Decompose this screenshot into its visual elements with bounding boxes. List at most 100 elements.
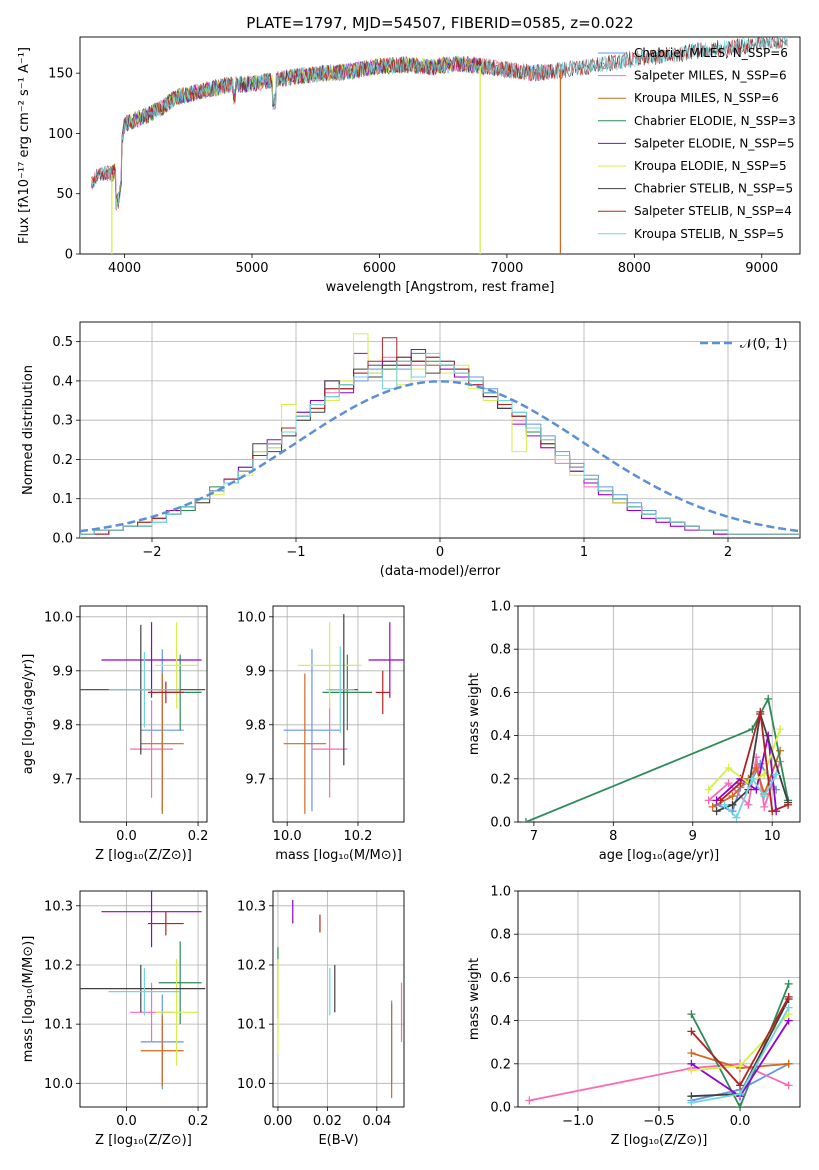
mass-weight-marker [764,694,773,703]
y-tick-label: 0.5 [52,335,73,350]
x-tick-label: 10 [764,829,781,844]
panel-mass-vs-extinction: 0.00 0.02 0.04 10.0 10.1 10.2 10.3 E(B-V) [237,890,405,1148]
y-tick-label: 10.0 [237,610,266,625]
errorbar-point [368,622,404,698]
errorbar-point [140,673,184,814]
errorbar-point [101,891,202,948]
legend-entry: Salpeter STELIB, N_SSP=4 [634,204,792,218]
mass-weight-marker [736,1081,745,1090]
x-tick-label: −0.5 [643,1114,675,1129]
y-axis-label: Normed distribution [21,365,36,495]
spectrum-line [91,55,559,210]
x-tick-label: 4000 [108,261,141,276]
y-tick-label: 0.0 [490,1101,511,1116]
legend-entry: Kroupa ELODIE, N_SSP=5 [634,159,787,173]
legend-entry: Salpeter ELODIE, N_SSP=5 [634,136,795,150]
errorbar-point [140,1015,184,1087]
y-axis-label: mass weight [467,673,482,755]
mass-weight-marker [712,807,721,816]
plot-area [283,614,404,814]
mass-weight-marker [708,802,717,811]
plot-area [91,37,788,254]
mass-weight-marker [768,807,777,816]
y-tick-label: 0 [65,248,73,263]
plot-area [80,622,206,814]
errorbar-point [283,673,327,814]
plot-area [525,979,793,1107]
y-tick-label: 9.9 [245,664,266,679]
errorbar-point [158,941,202,1025]
x-tick-label: 8 [609,829,617,844]
y-tick-label: 10.3 [44,899,73,914]
x-tick-label: −1 [286,545,305,560]
y-tick-label: 0.8 [490,928,511,943]
y-tick-label: 10.0 [44,610,73,625]
x-axis-label: (data-model)/error [380,564,501,579]
x-tick-label: 7 [530,829,538,844]
mass-weight-marker [724,764,733,772]
mass-weight-line [712,750,781,808]
x-tick-label: 10.2 [343,829,372,844]
y-tick-label: 9.8 [245,718,266,733]
spectrum-line [91,37,788,209]
mass-weight-marker [748,774,757,783]
mass-weight-marker [724,779,733,788]
x-tick-label: 9000 [745,261,778,276]
x-axis-label: Z [log₁₀(Z/Z⊙)] [95,848,192,863]
mass-weight-marker [752,764,761,772]
mass-weight-marker [687,1098,696,1107]
axes-frame [517,890,801,1108]
y-tick-label: 0.3 [52,414,73,429]
y-tick-label: 50 [56,187,73,202]
y-axis-label: mass [log₁₀(M/M⊙)] [21,936,36,1063]
legend-entry: Kroupa STELIB, N_SSP=5 [634,227,784,241]
y-tick-label: 0.8 [490,643,511,658]
errorbar-point [375,670,390,714]
panel-age-vs-mass: 10.0 10.2 9.7 9.8 9.9 10.0 mass [log₁₀(M/M⊙)] [237,605,405,863]
legend-entry: Kroupa MILES, N_SSP=6 [634,91,779,105]
x-axis-label: mass [log₁₀(M/M⊙)] [275,848,402,863]
mass-weight-marker [760,802,769,811]
y-tick-label: 100 [48,127,73,142]
x-axis-label: Z [log₁₀(Z/Z⊙)] [95,1133,192,1148]
axes-frame [517,605,801,823]
mass-weight-marker [521,818,530,822]
legend-entry: Chabrier STELIB, N_SSP=5 [634,182,793,196]
spectrum-line [91,57,559,210]
x-axis-label: Z [log₁₀(Z/Z⊙)] [611,1133,708,1148]
mass-weight-marker [728,800,737,809]
mass-weight-marker [704,796,713,805]
mass-weight-marker [784,992,793,1001]
mass-weight-marker [720,800,729,809]
errorbar-point [297,622,362,709]
x-tick-label: 2 [724,545,732,560]
mass-weight-marker [756,707,765,716]
x-tick-label: 5000 [235,261,268,276]
y-tick-label: 9.8 [52,718,73,733]
y-tick-label: 10.0 [237,1077,266,1092]
panel-spectrum: 4000 5000 6000 7000 8000 9000 0 50 100 150 wavelen… [17,36,801,295]
mass-weight-marker [784,800,793,809]
mass-weight-marker [784,1003,793,1012]
axes-frame [79,890,208,1108]
x-tick-label: 0.2 [188,829,209,844]
x-axis-label: wavelength [Angstrom, rest frame] [326,280,555,295]
mass-weight-marker [736,1090,745,1099]
legend-entry: Chabrier ELODIE, N_SSP=3 [634,114,796,128]
x-tick-label: 0.0 [730,1114,751,1129]
spectrum-line [91,56,559,207]
x-tick-label: −2 [142,545,161,560]
x-tick-label: −1.0 [562,1114,594,1129]
panel-mass-vs-metallicity: 0.0 0.2 10.0 10.1 10.2 10.3 Z [log₁₀(Z/Z⊙)] mas… [21,890,208,1148]
y-tick-label: 10.2 [44,958,73,973]
mass-weight-marker [687,1066,696,1075]
mass-weight-marker [716,796,725,805]
gaussian-curve [80,380,800,533]
y-tick-label: 0.4 [490,1014,511,1029]
mass-weight-marker [704,785,713,794]
errorbar-point [155,622,199,709]
panel-mass-weight-vs-metallicity: −1.0 −0.5 0.0 0.0 0.2 0.4 0.6 0.8 1.0 Z [log₁₀(Z/… [467,885,801,1148]
y-tick-label: 0.1 [52,492,73,507]
y-tick-label: 0.0 [490,816,511,831]
errorbar-point [108,651,181,728]
